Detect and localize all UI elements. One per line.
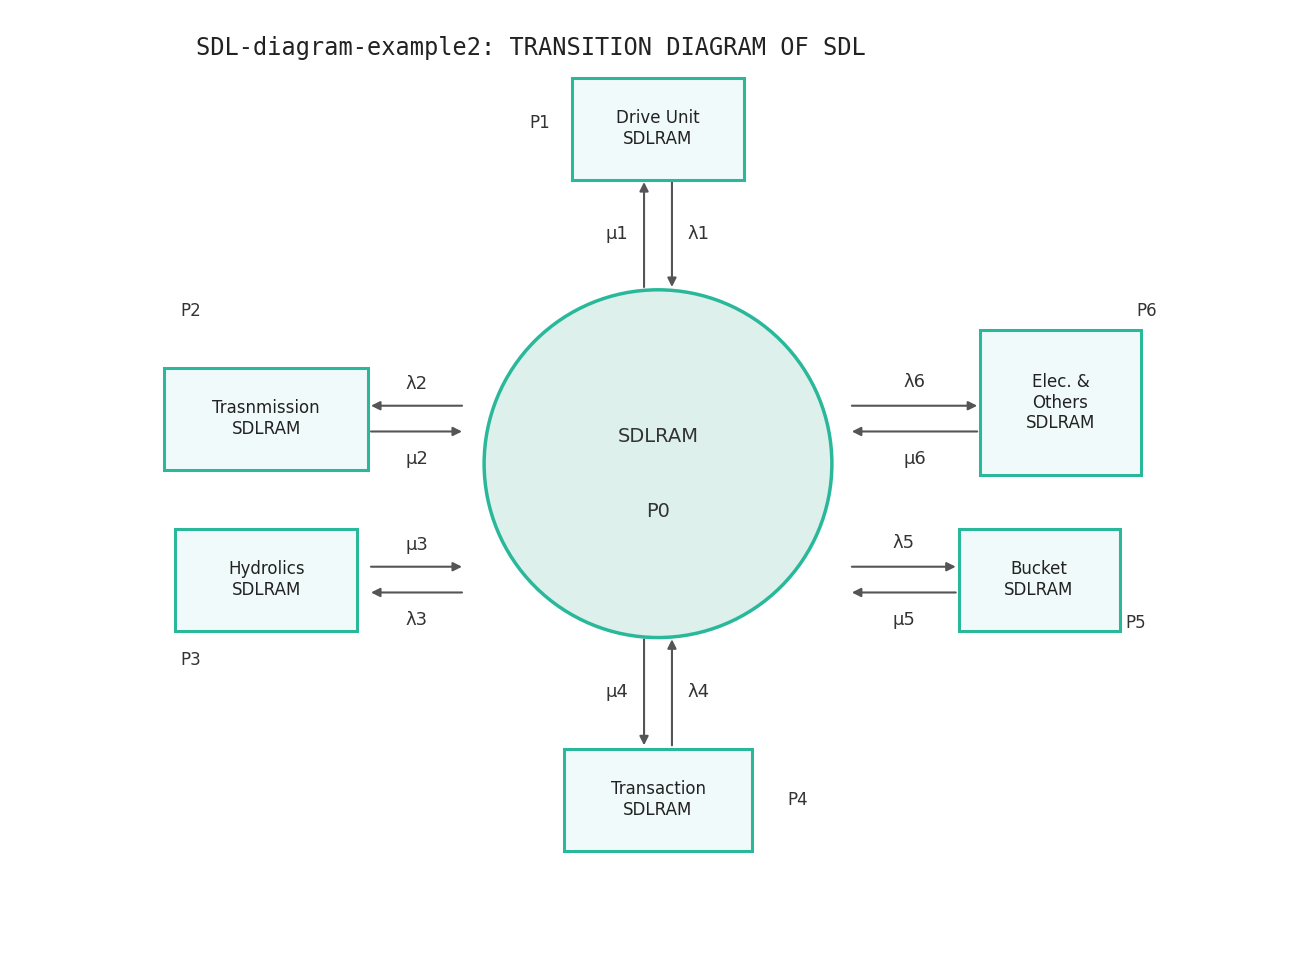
Text: μ1: μ1 bbox=[605, 225, 629, 243]
Text: μ4: μ4 bbox=[605, 683, 629, 701]
Text: Hydrolics
SDLRAM: Hydrolics SDLRAM bbox=[228, 560, 304, 599]
Text: P5: P5 bbox=[1125, 613, 1146, 632]
Text: λ5: λ5 bbox=[892, 534, 915, 553]
Text: Elec. &
Others
SDLRAM: Elec. & Others SDLRAM bbox=[1025, 373, 1095, 433]
FancyBboxPatch shape bbox=[175, 528, 358, 631]
Text: λ6: λ6 bbox=[904, 373, 925, 391]
Text: μ3: μ3 bbox=[405, 536, 428, 554]
Text: Transaction
SDLRAM: Transaction SDLRAM bbox=[611, 781, 705, 819]
Text: Drive Unit
SDLRAM: Drive Unit SDLRAM bbox=[616, 109, 700, 148]
Text: SDL-diagram-example2: TRANSITION DIAGRAM OF SDL: SDL-diagram-example2: TRANSITION DIAGRAM… bbox=[196, 37, 866, 60]
Text: P2: P2 bbox=[180, 302, 201, 321]
Text: λ1: λ1 bbox=[688, 225, 709, 243]
Text: P3: P3 bbox=[180, 651, 201, 669]
Circle shape bbox=[484, 290, 832, 638]
FancyBboxPatch shape bbox=[980, 330, 1141, 475]
Text: λ2: λ2 bbox=[405, 375, 428, 393]
FancyBboxPatch shape bbox=[958, 528, 1120, 631]
FancyBboxPatch shape bbox=[572, 78, 744, 180]
FancyBboxPatch shape bbox=[565, 749, 751, 851]
Text: λ4: λ4 bbox=[688, 683, 709, 701]
Text: Bucket
SDLRAM: Bucket SDLRAM bbox=[1004, 560, 1074, 599]
Text: P1: P1 bbox=[529, 114, 550, 132]
Text: P6: P6 bbox=[1136, 302, 1157, 321]
Text: Trasnmission
SDLRAM: Trasnmission SDLRAM bbox=[212, 399, 320, 438]
Text: P0: P0 bbox=[646, 502, 670, 522]
Text: μ5: μ5 bbox=[892, 611, 915, 630]
Text: μ6: μ6 bbox=[903, 450, 926, 469]
Text: λ3: λ3 bbox=[405, 611, 428, 630]
FancyBboxPatch shape bbox=[164, 368, 368, 469]
Text: P4: P4 bbox=[787, 790, 808, 809]
Text: SDLRAM: SDLRAM bbox=[617, 427, 699, 446]
Text: μ2: μ2 bbox=[405, 450, 428, 469]
